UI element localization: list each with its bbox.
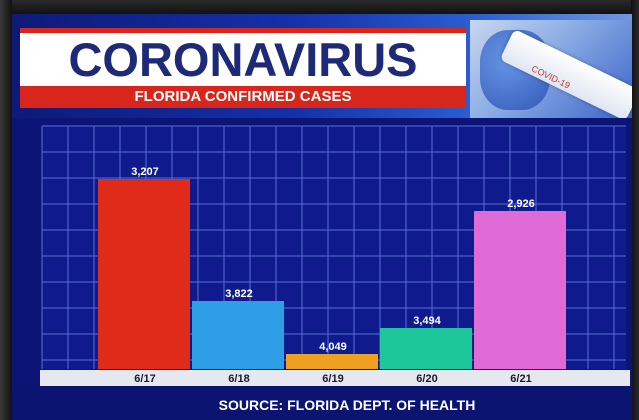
bar-6-19 [286, 354, 378, 369]
source-text: SOURCE: FLORIDA DEPT. OF HEALTH [219, 397, 476, 413]
bar-6-17 [98, 179, 190, 369]
monitor-bezel-top [0, 0, 639, 14]
page-title: CORONAVIRUS [68, 33, 418, 86]
source-strip [12, 386, 632, 420]
monitor-bezel-left [0, 0, 12, 420]
bar-6-18 [192, 301, 284, 369]
monitor-bezel-right [631, 0, 639, 420]
x-tick-labels: 6/17 6/18 6/19 6/20 6/21 [134, 373, 531, 385]
x-tick-label: 6/18 [228, 373, 249, 385]
bar-6-20 [380, 328, 472, 369]
data-label: 2,926 [507, 198, 535, 210]
x-tick-label: 6/20 [416, 373, 437, 385]
x-axis-strip [40, 370, 630, 386]
chart-subtitle: FLORIDA CONFIRMED CASES [134, 88, 352, 105]
x-tick-label: 6/21 [510, 373, 531, 385]
test-tube-photo: COVID-19 [470, 20, 632, 118]
x-tick-label: 6/17 [134, 373, 155, 385]
title-box: CORONAVIRUS [20, 28, 466, 86]
bars [98, 179, 566, 369]
subtitle-box: FLORIDA CONFIRMED CASES [20, 86, 466, 108]
data-labels: 3,207 3,822 4,049 3,494 2,926 [131, 166, 535, 353]
data-label: 4,049 [319, 341, 347, 353]
bar-6-21 [474, 211, 566, 369]
x-tick-label: 6/19 [322, 373, 343, 385]
data-label: 3,494 [413, 315, 441, 327]
data-label: 3,207 [131, 166, 159, 178]
data-label: 3,822 [225, 288, 253, 300]
